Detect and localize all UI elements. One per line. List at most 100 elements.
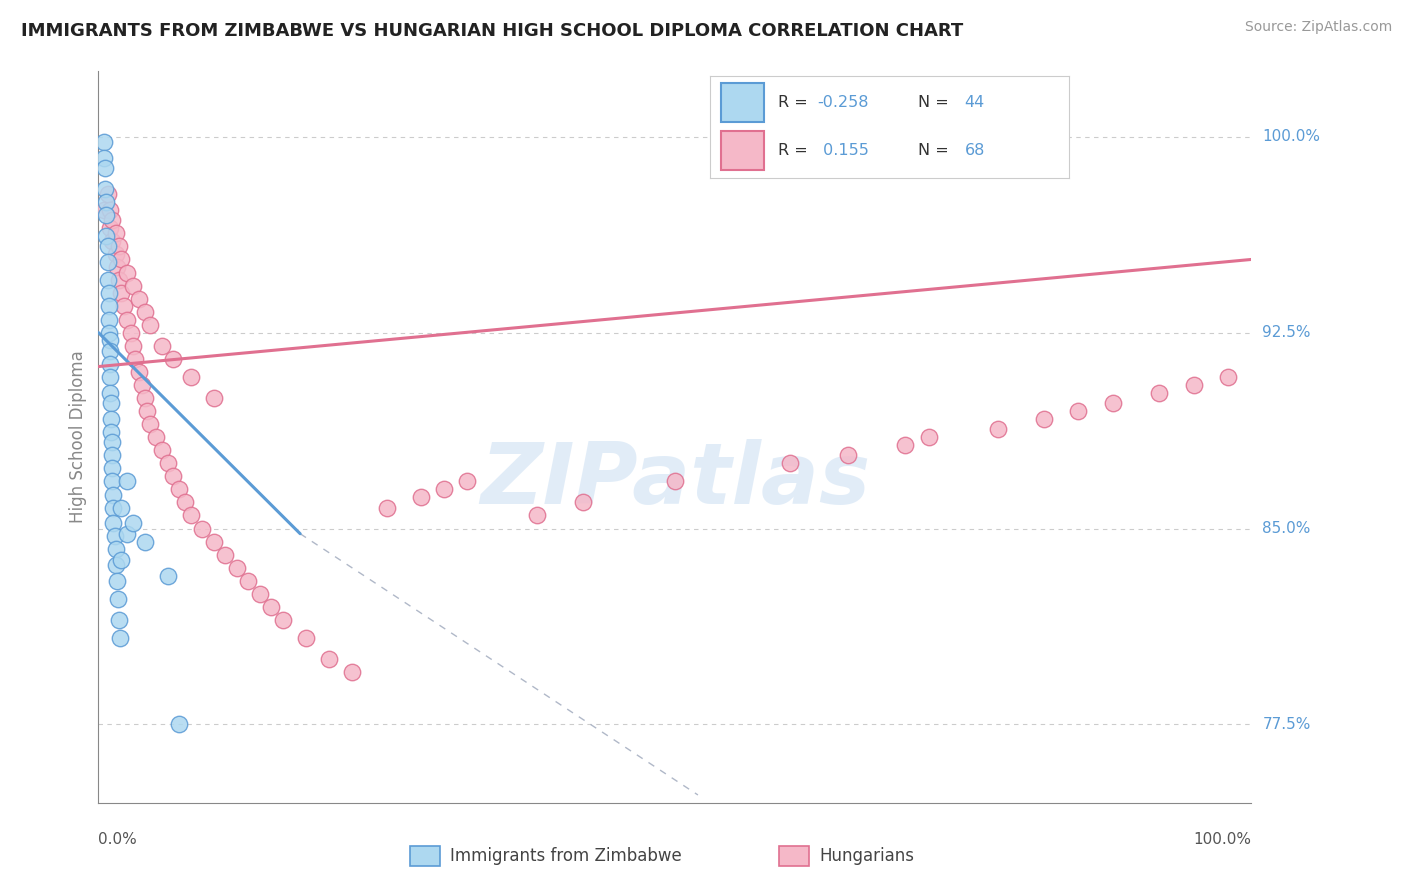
Point [1182,377,1205,392]
Point [526,508,548,523]
Point [375,500,398,515]
FancyBboxPatch shape [721,131,763,170]
Text: 0.155: 0.155 [818,144,869,158]
Point [145,430,167,444]
Point [98,334,121,348]
Point [107,592,129,607]
Point [128,365,150,379]
Point [98,221,121,235]
Text: N =: N = [918,95,949,110]
Point [167,717,190,731]
Point [779,456,801,470]
Point [110,286,132,301]
Point [98,357,121,371]
Point [100,425,122,439]
Point [1102,396,1125,410]
Point [97,273,120,287]
Point [249,587,271,601]
Point [150,443,173,458]
Point [167,483,190,497]
Point [98,385,121,400]
Point [987,422,1010,436]
Text: ZIPatlas: ZIPatlas [479,440,870,523]
Point [103,529,125,543]
Point [340,665,363,680]
Text: R =: R = [778,95,808,110]
Text: Source: ZipAtlas.com: Source: ZipAtlas.com [1244,20,1392,34]
Point [1067,404,1090,418]
Point [202,391,225,405]
Point [433,483,456,497]
Text: 100.0%: 100.0% [1263,129,1320,145]
Point [134,304,156,318]
Point [94,161,117,175]
FancyBboxPatch shape [409,846,440,866]
Point [162,351,184,366]
Point [135,404,157,418]
Point [97,255,120,269]
FancyBboxPatch shape [779,846,808,866]
Point [96,228,118,243]
Point [134,534,156,549]
Point [97,239,120,253]
Point [174,495,197,509]
Point [122,516,145,531]
Point [456,475,478,489]
Text: N =: N = [918,144,949,158]
Point [97,300,120,314]
Point [110,631,132,645]
Point [1147,385,1170,400]
Point [156,456,179,470]
Point [202,534,225,549]
Point [139,417,162,431]
Point [180,508,202,523]
Point [131,377,153,392]
Point [104,227,127,241]
FancyBboxPatch shape [721,83,763,122]
Text: 85.0%: 85.0% [1263,521,1310,536]
Point [122,338,145,352]
Point [110,252,132,267]
Point [100,396,122,410]
Point [104,247,127,261]
Point [117,526,138,541]
Point [104,542,127,557]
Text: 77.5%: 77.5% [1263,717,1310,732]
Point [97,326,120,340]
Point [180,370,202,384]
Point [571,495,593,509]
Point [96,194,118,209]
Point [411,490,433,504]
Text: IMMIGRANTS FROM ZIMBABWE VS HUNGARIAN HIGH SCHOOL DIPLOMA CORRELATION CHART: IMMIGRANTS FROM ZIMBABWE VS HUNGARIAN HI… [21,22,963,40]
Point [260,599,283,614]
Point [1032,412,1054,426]
Point [1218,370,1240,384]
Point [108,239,131,253]
Text: Immigrants from Zimbabwe: Immigrants from Zimbabwe [450,847,682,865]
Text: 0.0%: 0.0% [98,832,138,847]
Point [101,213,124,227]
Point [97,312,120,326]
Point [117,266,138,280]
Point [98,370,121,384]
Point [94,182,117,196]
Point [105,574,128,588]
Point [101,435,124,450]
Point [93,151,115,165]
Point [108,613,131,627]
Text: 68: 68 [965,144,986,158]
Point [108,273,131,287]
Point [112,300,135,314]
Y-axis label: High School Diploma: High School Diploma [69,351,87,524]
Point [110,500,132,515]
Point [156,568,179,582]
Point [101,475,124,489]
Point [139,318,162,332]
Point [98,343,121,358]
Point [295,631,318,645]
Point [837,449,859,463]
Point [318,652,340,666]
Text: Hungarians: Hungarians [818,847,914,865]
Point [225,560,247,574]
Point [894,438,917,452]
